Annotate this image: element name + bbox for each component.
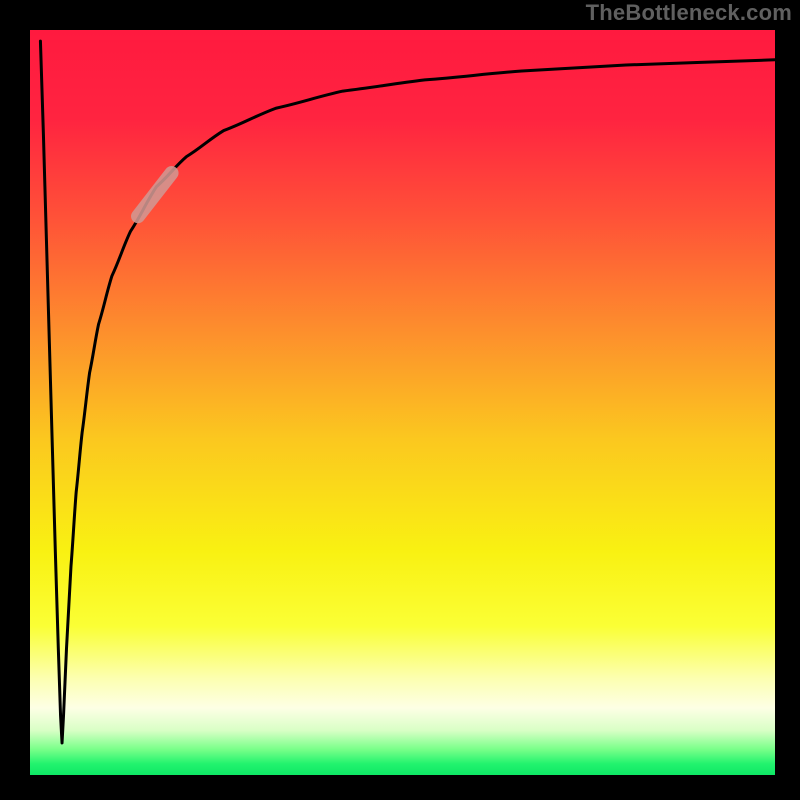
plot-area: [30, 30, 775, 775]
watermark-text: TheBottleneck.com: [586, 0, 792, 26]
gradient-background: [30, 30, 775, 775]
plot-svg: [30, 30, 775, 775]
chart-container: TheBottleneck.com: [0, 0, 800, 800]
